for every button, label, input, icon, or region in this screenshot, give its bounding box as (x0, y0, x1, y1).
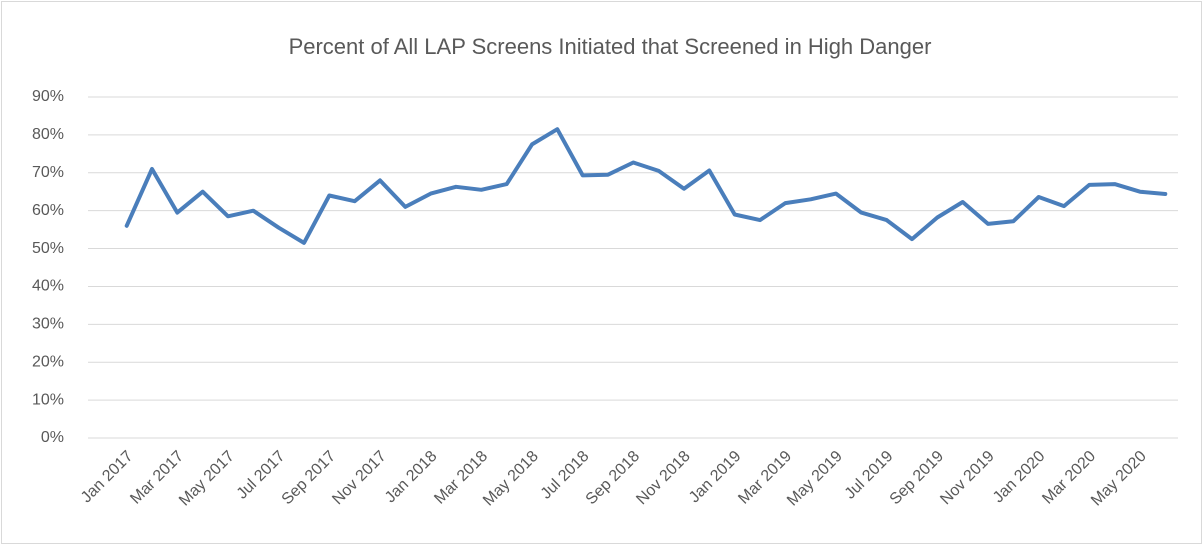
y-tick-label: 10% (32, 391, 64, 408)
y-tick-label: 30% (32, 316, 64, 333)
y-tick-label: 40% (32, 278, 64, 295)
y-tick-label: 70% (32, 164, 64, 181)
y-tick-label: 80% (32, 126, 64, 143)
y-tick-label: 50% (32, 240, 64, 257)
y-tick-label: 0% (41, 429, 64, 446)
y-tick-label: 20% (32, 353, 64, 370)
y-tick-label: 90% (32, 88, 64, 105)
line (124, 127, 1168, 245)
chart-title: Percent of All LAP Screens Initiated tha… (289, 34, 932, 59)
y-tick-label: 60% (32, 202, 64, 219)
